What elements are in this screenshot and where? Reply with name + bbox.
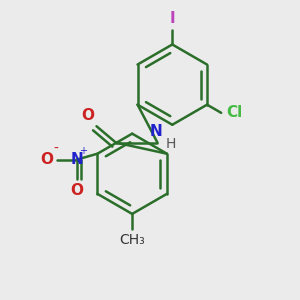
- Text: Cl: Cl: [226, 105, 243, 120]
- Text: N: N: [70, 152, 83, 167]
- Text: O: O: [81, 108, 94, 123]
- Text: O: O: [70, 182, 83, 197]
- Text: N: N: [150, 124, 162, 139]
- Text: H: H: [166, 137, 176, 151]
- Text: O: O: [41, 152, 54, 167]
- Text: I: I: [169, 11, 175, 26]
- Text: +: +: [79, 146, 87, 156]
- Text: CH₃: CH₃: [119, 233, 145, 247]
- Text: -: -: [53, 142, 58, 156]
